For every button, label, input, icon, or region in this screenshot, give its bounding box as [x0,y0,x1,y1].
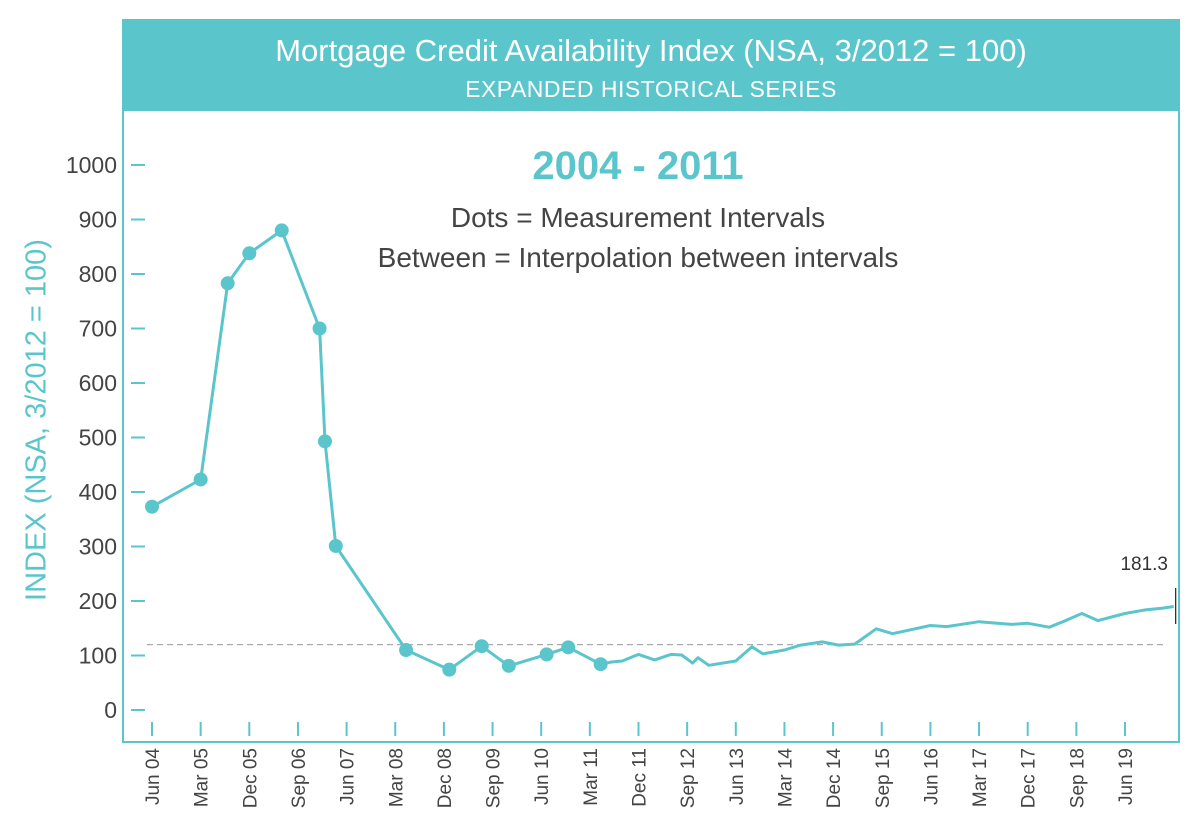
measurement-dot [561,640,576,655]
x-tick-label: Dec 08 [435,748,456,808]
x-tick-label: Mar 08 [386,748,407,807]
measurement-dot [328,538,343,553]
measurement-dot [474,639,489,654]
y-tick-label: 600 [79,370,117,396]
x-tick-label: Jun 10 [532,748,553,805]
y-tick-label: 1000 [66,152,117,178]
measurement-dot [539,647,554,662]
measurement-dot [399,643,414,658]
x-tick-label: Sep 18 [1067,748,1088,808]
measurement-dot [312,321,327,336]
chart-header-title: Mortgage Credit Availability Index (NSA,… [275,33,1027,68]
x-tick-label: Jun 19 [1116,748,1137,805]
x-tick-label: Mar 11 [581,748,602,806]
measurement-dot [274,223,289,238]
measurement-dot [317,434,332,449]
y-tick-label: 0 [104,697,117,723]
y-tick-label: 500 [79,425,117,451]
y-tick-label: 800 [79,261,117,287]
x-tick-label: Dec 05 [240,748,261,808]
x-tick-label: Dec 14 [824,748,845,809]
y-tick-label: 900 [79,207,117,233]
chart-header-subtitle: EXPANDED HISTORICAL SERIES [465,76,837,102]
measurement-dot [442,662,457,677]
measurement-dot [145,499,159,514]
measurement-dot [501,658,516,673]
series-line [151,228,1174,672]
end-value-label: 181.3 [1120,554,1168,575]
chart-period-title: 2004 - 2011 [532,144,743,188]
annotation-dots: Dots = Measurement Intervals [451,202,825,233]
y-tick-label: 300 [79,534,117,560]
x-tick-label: Dec 11 [630,748,651,807]
y-tick-label: 200 [79,588,117,614]
x-tick-label: Dec 17 [1019,748,1040,808]
x-tick-label: Jun 07 [338,748,359,805]
y-tick-label: 400 [79,479,117,505]
x-tick-label: Sep 09 [484,748,505,808]
x-tick-label: Jun 04 [143,748,164,805]
x-tick-label: Mar 05 [192,748,213,807]
measurement-dot [193,472,208,487]
measurement-dot [220,276,235,291]
measurement-dot [593,657,608,672]
x-tick-label: Sep 15 [873,748,894,808]
y-tick-label: 100 [79,643,117,669]
header-banner: Mortgage Credit Availability Index (NSA,… [122,19,1180,111]
measurement-dot [242,246,257,261]
x-tick-label: Sep 12 [678,748,699,808]
y-tick-label: 700 [79,316,117,342]
annotation-between: Between = Interpolation between interval… [378,242,899,273]
x-tick-label: Sep 06 [289,748,310,808]
x-tick-label: Mar 14 [775,748,796,808]
x-tick-label: Jun 16 [921,748,942,805]
x-tick-label: Mar 17 [970,748,991,807]
x-tick-label: Jun 13 [727,748,748,805]
